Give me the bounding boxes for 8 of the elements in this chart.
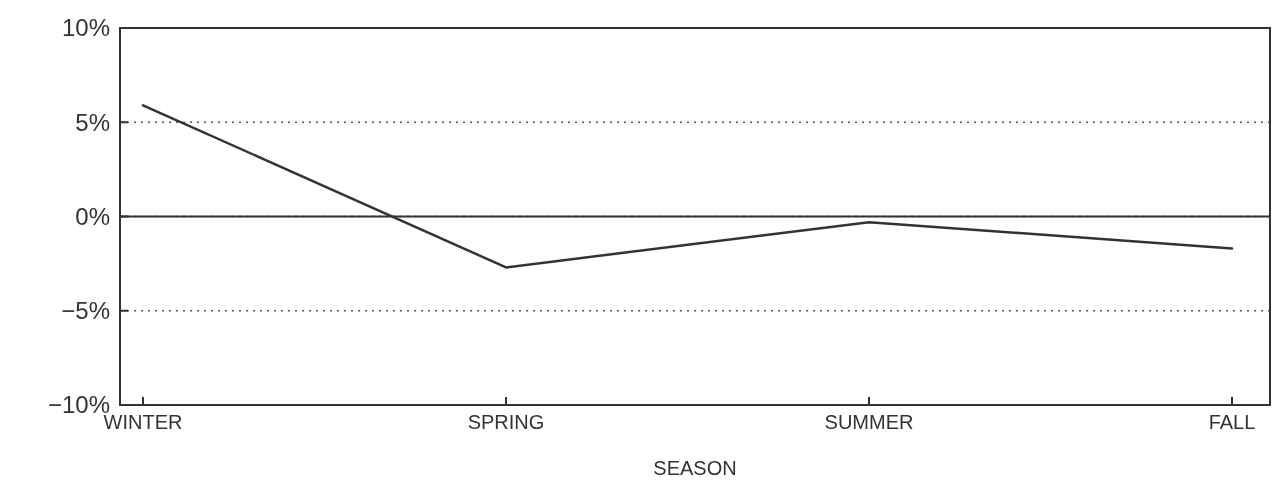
y-tick-label: 5% — [75, 108, 110, 136]
x-tick-label: SUMMER — [824, 411, 914, 433]
y-tick-label: 10% — [61, 14, 110, 42]
y-tick-label: 0% — [75, 202, 110, 230]
y-tick-label: −5% — [61, 297, 110, 325]
x-axis-title: SEASON — [653, 457, 737, 479]
x-tick-label: FALL — [1208, 411, 1256, 433]
x-tick-label: SPRING — [467, 411, 545, 433]
